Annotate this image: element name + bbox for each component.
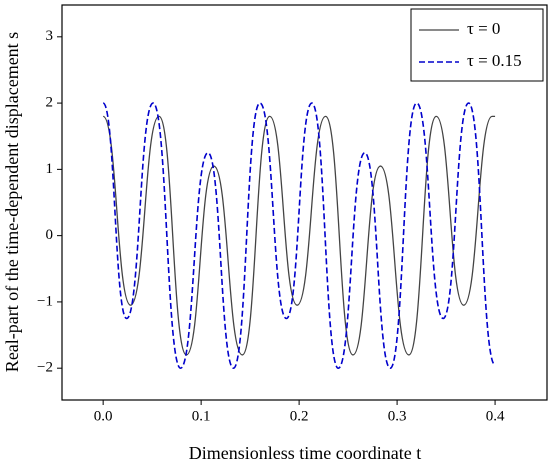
x-tick-label: 0.4 — [486, 408, 505, 424]
x-tick-label: 0.2 — [290, 408, 309, 424]
legend-label: τ = 0 — [467, 19, 500, 38]
y-tick-label: 1 — [46, 161, 54, 177]
series-line — [102, 115, 496, 356]
y-tick-label: 0 — [46, 227, 54, 243]
y-tick-label: −2 — [37, 360, 53, 376]
legend-label: τ = 0.15 — [467, 51, 522, 70]
x-tick-label: 0.0 — [94, 408, 113, 424]
y-tick-label: 3 — [46, 28, 54, 44]
series-line — [102, 102, 496, 369]
legend-box — [410, 8, 544, 82]
y-tick-label: 2 — [46, 95, 54, 111]
y-axis-label: Real-part of the time-dependent displace… — [2, 32, 22, 372]
x-tick-label: 0.3 — [388, 408, 407, 424]
y-tick-label: −1 — [37, 293, 53, 309]
x-axis-label: Dimensionless time coordinate t — [189, 443, 421, 463]
x-tick-label: 0.1 — [192, 408, 211, 424]
plot-frame — [61, 4, 548, 401]
